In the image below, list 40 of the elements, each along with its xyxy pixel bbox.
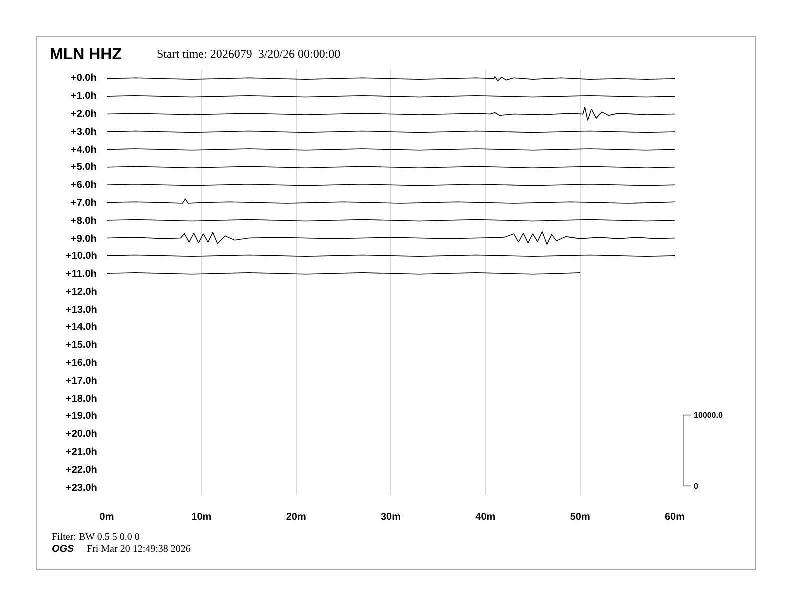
x-tick-label: 50m bbox=[570, 512, 590, 523]
text: +7.0h bbox=[71, 198, 97, 209]
line-series bbox=[107, 106, 675, 122]
text: Fri Mar 20 12:49:38 2026 bbox=[87, 544, 191, 555]
text: +21.0h bbox=[66, 447, 98, 458]
text: +6.0h bbox=[71, 180, 97, 191]
text: +0.0h bbox=[71, 73, 97, 84]
line-series bbox=[107, 231, 675, 245]
text: +18.0h bbox=[66, 394, 98, 405]
text: +17.0h bbox=[66, 376, 98, 387]
x-tick-label: 30m bbox=[380, 512, 402, 523]
x-tick-label: 20m bbox=[286, 512, 306, 523]
text: +5.0h bbox=[71, 162, 97, 173]
text: +2.0h bbox=[71, 109, 97, 120]
text: +20.0h bbox=[66, 429, 98, 440]
x-tick-label: 40m bbox=[476, 512, 496, 523]
y-tick-label: 0 bbox=[694, 482, 699, 491]
text: +16.0h bbox=[66, 358, 98, 369]
text: +12.0h bbox=[66, 287, 98, 298]
y-tick-label: 10000.0 bbox=[694, 411, 724, 420]
text: +15.0h bbox=[66, 340, 98, 351]
text: +23.0h bbox=[66, 483, 98, 494]
x-tick-label: 10m bbox=[192, 512, 212, 523]
text: OGS bbox=[52, 544, 75, 555]
text: +9.0h bbox=[71, 234, 97, 245]
text: +1.0h bbox=[71, 91, 97, 102]
text: +3.0h bbox=[71, 127, 97, 138]
text: +10.0h bbox=[66, 251, 98, 262]
x-tick-label: 0m bbox=[100, 512, 114, 523]
text: +8.0h bbox=[71, 216, 97, 227]
text: +14.0h bbox=[66, 322, 98, 333]
x-tick-label: 60m bbox=[664, 512, 686, 523]
text: +13.0h bbox=[66, 305, 98, 316]
text: +19.0h bbox=[66, 411, 98, 422]
text: +22.0h bbox=[66, 465, 98, 476]
text: +11.0h bbox=[66, 269, 97, 280]
text: +4.0h bbox=[71, 145, 97, 156]
chart-subtitle: Start time: 2026079 3/20/26 00:00:00 bbox=[157, 47, 341, 61]
chart-title: MLN HHZ bbox=[50, 46, 122, 64]
text: Filter: BW 0.5 5 0.0 0 bbox=[52, 532, 140, 543]
